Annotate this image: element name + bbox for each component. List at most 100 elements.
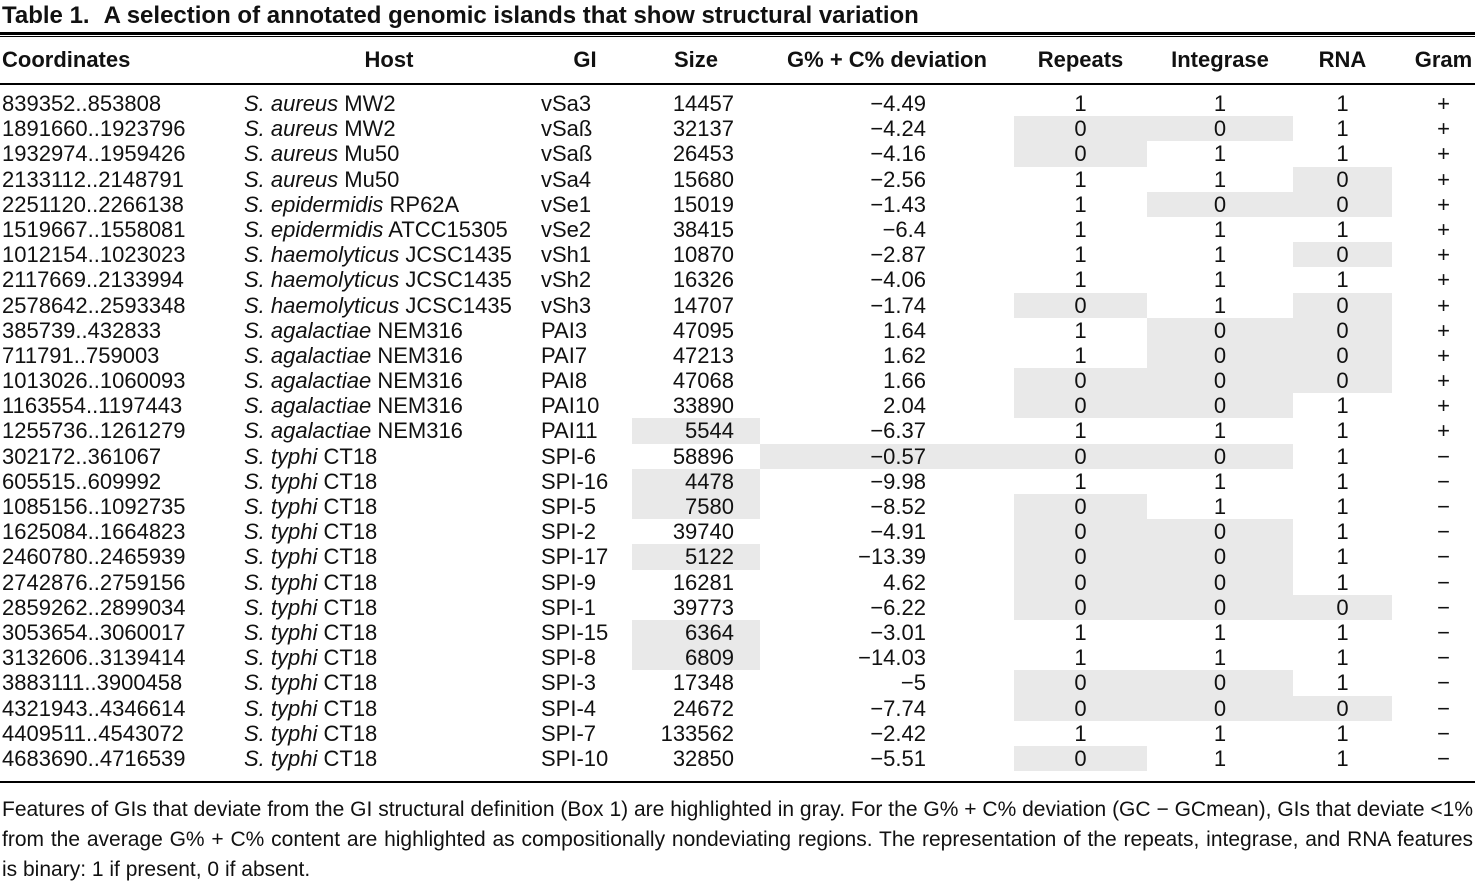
cell-size: 47068 — [672, 368, 734, 394]
cell-coordinates: 2117669..2133994 — [2, 267, 184, 293]
host-species: S. agalactiae — [244, 368, 372, 394]
host-strain: MW2 — [338, 91, 396, 116]
cell-size: 17348 — [672, 670, 734, 696]
cell-integrase: 0 — [1147, 342, 1293, 369]
cell-deviation: 4.62 — [883, 569, 926, 595]
cell-deviation: −6.37 — [870, 418, 926, 444]
col-header-integrase: Integrase — [1171, 47, 1269, 72]
cell-host: S. agalactiae NEM316 — [240, 318, 538, 343]
host-strain: NEM316 — [371, 317, 463, 343]
cell-size: 26453 — [672, 141, 734, 167]
cell-rna: 1 — [1336, 443, 1349, 469]
cell-deviation: −4.49 — [870, 91, 926, 116]
cell-gi: SPI-2 — [541, 519, 597, 545]
cell-rna: 0 — [1293, 317, 1392, 343]
host-species: S. typhi — [244, 645, 318, 671]
cell-coordinates: 1012154..1023023 — [2, 242, 186, 268]
cell-deviation: −5 — [900, 670, 926, 696]
cell-gram: − — [1437, 544, 1450, 570]
cell-integrase: 0 — [1147, 695, 1293, 721]
cell-host: S. aureus MW2 — [240, 91, 538, 116]
cell-integrase: 0 — [1147, 191, 1293, 217]
cell-gi: vSh2 — [541, 267, 592, 293]
host-strain: CT18 — [317, 443, 378, 469]
cell-deviation: −1.74 — [870, 292, 926, 318]
cell-host: S. aureus Mu50 — [240, 167, 538, 192]
cell-gram: − — [1437, 569, 1450, 595]
host-species: S. typhi — [244, 594, 318, 620]
cell-deviation: −6.4 — [882, 216, 926, 242]
cell-host: S. typhi CT18 — [240, 544, 538, 569]
host-strain: CT18 — [317, 544, 378, 570]
cell-gram: − — [1437, 695, 1450, 721]
host-species: S. typhi — [244, 519, 318, 545]
cell-host: S. epidermidis RP62A — [240, 192, 538, 217]
cell-gram: − — [1437, 619, 1450, 645]
cell-gram: + — [1437, 191, 1450, 217]
host-species: S. agalactiae — [244, 418, 372, 444]
cell-rna: 0 — [1293, 166, 1392, 192]
cell-size: 24672 — [672, 695, 734, 721]
host-strain: CT18 — [317, 695, 378, 721]
cell-repeats: 0 — [1014, 519, 1147, 545]
cell-repeats: 0 — [1014, 368, 1147, 394]
cell-rna: 0 — [1293, 242, 1392, 268]
cell-gi: vSaß — [541, 141, 593, 167]
cell-gram: − — [1437, 645, 1450, 671]
host-species: S. haemolyticus — [244, 292, 400, 318]
header-rule — [0, 83, 1475, 85]
cell-gram: + — [1437, 166, 1450, 192]
cell-integrase: 1 — [1213, 216, 1227, 242]
cell-host: S. aureus Mu50 — [240, 141, 538, 166]
cell-coordinates: 2133112..2148791 — [2, 166, 184, 192]
cell-host: S. typhi CT18 — [240, 746, 538, 771]
host-species: S. typhi — [244, 619, 318, 645]
cell-size: 39773 — [672, 594, 734, 620]
cell-integrase: 0 — [1147, 393, 1293, 419]
cell-integrase: 1 — [1213, 267, 1227, 293]
table-row: 4683690..4716539 S. typhi CT18 SPI-10 32850… — [0, 745, 1475, 772]
cell-integrase: 0 — [1147, 569, 1293, 595]
cell-size: 47095 — [672, 317, 734, 343]
cell-rna: 1 — [1336, 468, 1349, 494]
host-strain: NEM316 — [371, 342, 463, 368]
table-caption: Table 1. A selection of annotated genomic… — [0, 0, 1475, 32]
cell-rna: 0 — [1293, 342, 1392, 369]
cell-size: 5122 — [632, 544, 760, 570]
table-row: 1012154..1023023 S. haemolyticus JCSC1435… — [0, 242, 1475, 268]
cell-deviation: 1.66 — [883, 368, 926, 394]
cell-repeats: 1 — [1074, 468, 1087, 494]
cell-repeats: 1 — [1074, 267, 1087, 293]
cell-deviation: −2.56 — [870, 166, 926, 192]
cell-gram: + — [1437, 368, 1450, 394]
cell-host: S. agalactiae NEM316 — [240, 393, 538, 418]
table-row: 2859262..2899034 S. typhi CT18 SPI-1 39773−… — [0, 594, 1475, 620]
cell-gram: − — [1437, 443, 1450, 469]
host-strain: ATCC15305 — [383, 216, 508, 242]
cell-coordinates: 1163554..1197443 — [2, 393, 183, 419]
cell-integrase: 1 — [1213, 645, 1227, 671]
host-species: S. haemolyticus — [244, 267, 400, 293]
cell-host: S. typhi CT18 — [240, 721, 538, 746]
host-strain: NEM316 — [371, 368, 463, 394]
cell-gram: − — [1437, 745, 1450, 771]
cell-deviation: −1.43 — [870, 191, 926, 217]
cell-deviation: −3.01 — [870, 619, 926, 645]
host-species: S. aureus — [244, 116, 339, 142]
cell-host: S. typhi CT18 — [240, 696, 538, 721]
caption-rule-thick — [0, 32, 1475, 35]
cell-size: 6809 — [632, 645, 760, 671]
table-bottom-rule — [0, 781, 1475, 784]
table-row: 839352..853808 S. aureus MW2 vSa3 14457 −4.4… — [0, 91, 1475, 116]
cell-repeats: 0 — [1014, 569, 1147, 595]
cell-deviation: −7.74 — [870, 695, 926, 721]
col-header-repeats: Repeats — [1037, 47, 1124, 72]
cell-gram: + — [1437, 216, 1450, 242]
cell-size: 33890 — [672, 393, 734, 419]
cell-repeats: 0 — [1014, 695, 1147, 721]
table-row: 3053654..3060017 S. typhi CT18 SPI-15 6364−… — [0, 619, 1475, 646]
cell-coordinates: 2859262..2899034 — [2, 594, 186, 620]
host-strain: CT18 — [317, 645, 378, 671]
cell-size: 15680 — [672, 166, 734, 192]
cell-repeats: 1 — [1074, 191, 1087, 217]
